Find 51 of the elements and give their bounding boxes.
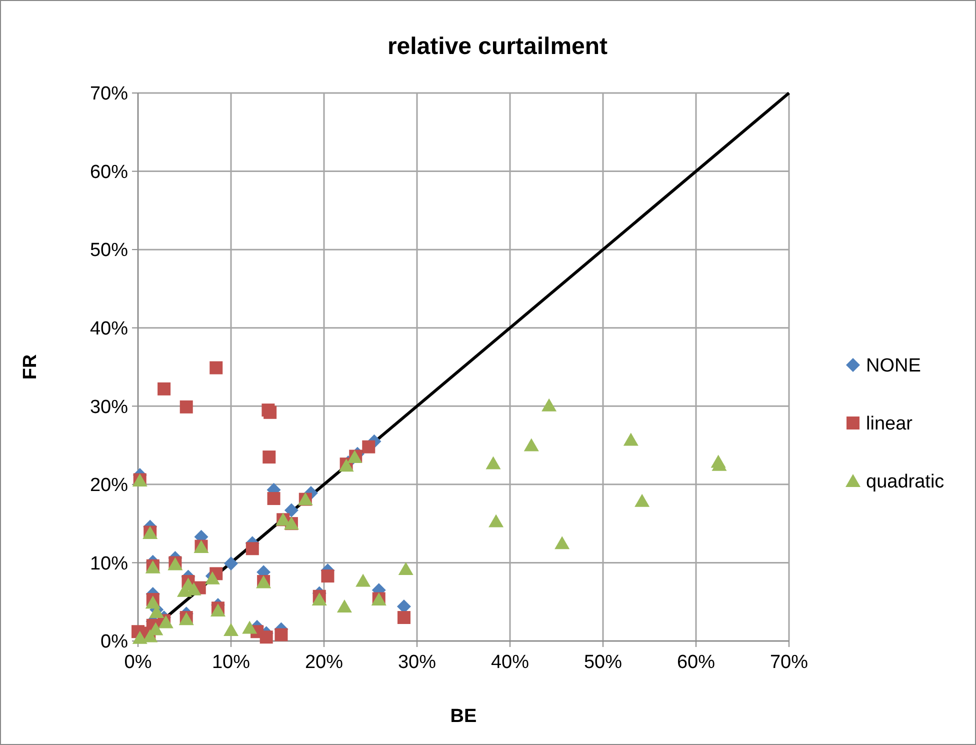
- x-tick-label: 0%: [124, 652, 152, 673]
- point: [260, 630, 273, 644]
- legend-label: NONE: [866, 356, 921, 377]
- point: [274, 628, 288, 642]
- x-tick-label: 70%: [770, 652, 808, 673]
- y-tick-label: 0%: [100, 632, 128, 653]
- y-tick-label: 10%: [90, 553, 128, 574]
- point: [158, 615, 174, 628]
- legend-label: linear: [866, 414, 914, 435]
- point: [542, 398, 557, 412]
- point: [398, 562, 414, 575]
- point: [180, 400, 193, 414]
- x-tick-label: 10%: [212, 652, 250, 673]
- point: [356, 574, 371, 587]
- point: [634, 494, 650, 507]
- point: [158, 382, 171, 396]
- y-tick-label: 40%: [90, 318, 128, 340]
- point: [524, 438, 539, 452]
- chart-title: relative curtailment: [387, 33, 608, 60]
- point: [486, 456, 501, 470]
- x-tick-label: 40%: [490, 652, 530, 673]
- x-tick-label: 60%: [676, 652, 716, 673]
- point: [623, 432, 638, 446]
- legend-label: quadratic: [866, 472, 944, 493]
- y-tick-label: 50%: [90, 240, 128, 262]
- x-axis-title: BE: [450, 706, 477, 727]
- point: [224, 623, 238, 636]
- point: [397, 611, 410, 624]
- x-tick-label: 50%: [584, 652, 622, 673]
- y-axis-title: FR: [20, 354, 41, 380]
- y-tick-label: 20%: [90, 475, 128, 496]
- point: [246, 542, 259, 556]
- x-tick-label: 30%: [398, 652, 436, 673]
- point: [262, 450, 276, 464]
- point: [336, 600, 352, 613]
- point: [224, 556, 238, 570]
- point: [267, 492, 280, 506]
- point: [132, 630, 148, 644]
- point: [242, 620, 258, 634]
- point: [488, 514, 504, 528]
- point: [210, 361, 223, 374]
- y-tick-label: 60%: [90, 162, 128, 183]
- y-tick-label: 30%: [90, 396, 128, 418]
- point: [284, 503, 298, 518]
- point: [145, 596, 160, 609]
- point: [321, 570, 334, 583]
- point: [312, 592, 327, 606]
- point: [362, 440, 376, 454]
- x-tick-label: 20%: [304, 652, 344, 673]
- point: [554, 536, 570, 550]
- y-tick-label: 70%: [90, 84, 128, 105]
